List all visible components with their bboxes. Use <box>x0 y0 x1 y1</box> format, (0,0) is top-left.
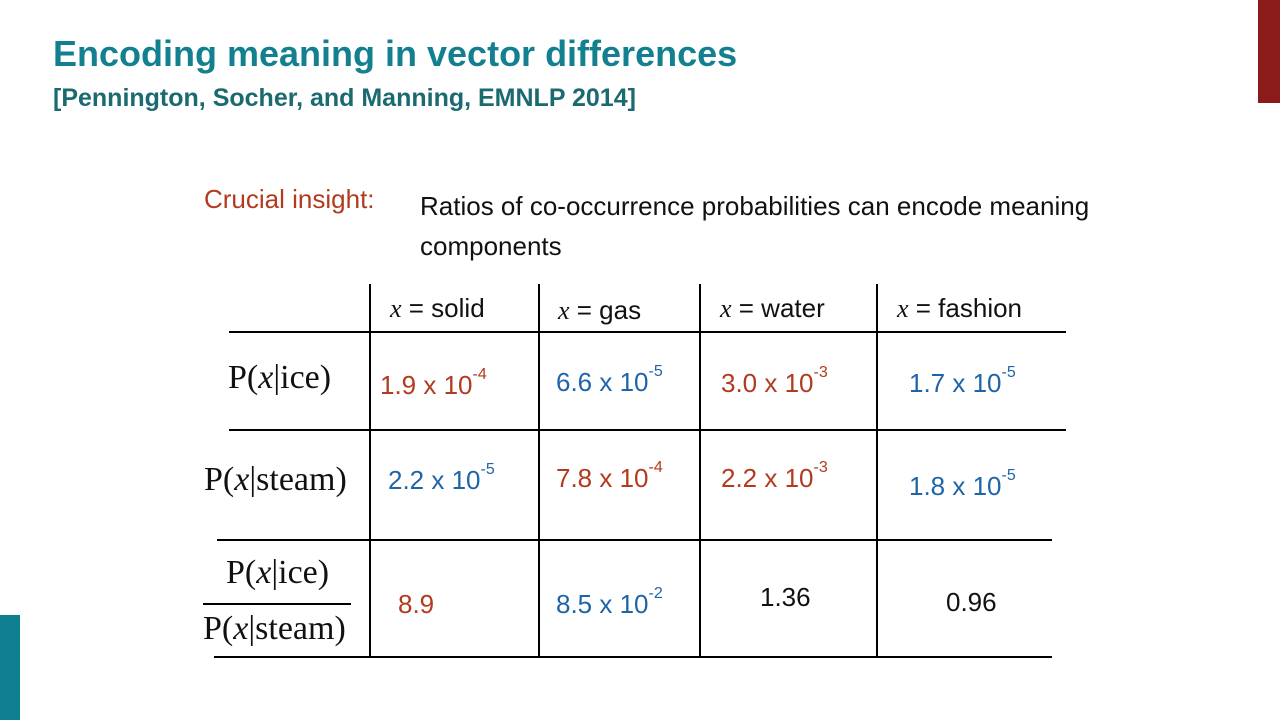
table-cell: 1.36 <box>760 582 811 612</box>
table-hline <box>229 331 1066 333</box>
slide-citation: [Pennington, Socher, and Manning, EMNLP … <box>53 84 636 112</box>
insight-text: Ratios of co-occurrence probabilities ca… <box>420 191 1090 261</box>
table-cell: 2.2 x 10-3 <box>721 459 828 493</box>
header-label: = fashion <box>908 293 1023 323</box>
table-header-fashion: x = fashion <box>897 293 1022 324</box>
var-symbol: x <box>558 296 570 325</box>
row-label-p-steam: P(x|steam) <box>204 461 347 498</box>
table-vline <box>699 284 701 658</box>
table-cell: 8.9 <box>398 589 435 619</box>
table-hline <box>217 539 1052 541</box>
table-header-water: x = water <box>720 293 825 324</box>
var-symbol: x <box>390 294 402 323</box>
table-cell: 3.0 x 10-3 <box>721 364 828 398</box>
header-label: = gas <box>569 295 642 325</box>
var-symbol: x <box>720 294 732 323</box>
table-cell: 1.8 x 10-5 <box>909 467 1016 501</box>
table-header-solid: x = solid <box>390 293 485 324</box>
table-vline <box>369 284 371 658</box>
table-vline <box>538 284 540 658</box>
table-vline <box>876 284 878 658</box>
table-cell: 0.96 <box>946 587 997 617</box>
table-cell: 2.2 x 10-5 <box>388 461 495 495</box>
table-cell: 1.7 x 10-5 <box>909 364 1016 398</box>
table-cell: 1.9 x 10-4 <box>380 366 487 400</box>
top-right-accent-bar <box>1258 0 1280 103</box>
ratio-fraction-bar <box>203 603 351 605</box>
header-label: = water <box>731 293 825 323</box>
table-header-gas: x = gas <box>558 295 641 326</box>
table-cell: 6.6 x 10-5 <box>556 363 663 397</box>
table-hline <box>214 656 1052 658</box>
header-label: = solid <box>401 293 485 323</box>
bottom-left-accent-bar <box>0 615 20 720</box>
slide-title: Encoding meaning in vector differences <box>53 33 738 74</box>
var-symbol: x <box>897 294 909 323</box>
row-label-ratio-denominator: P(x|steam) <box>203 610 346 647</box>
table-cell: 7.8 x 10-4 <box>556 459 663 493</box>
table-hline <box>229 429 1066 431</box>
table-cell: 8.5 x 10-2 <box>556 585 663 619</box>
insight-label: Crucial insight: <box>204 184 375 214</box>
row-label-ratio-numerator: P(x|ice) <box>226 554 330 591</box>
row-label-p-ice: P(x|ice) <box>228 359 332 396</box>
